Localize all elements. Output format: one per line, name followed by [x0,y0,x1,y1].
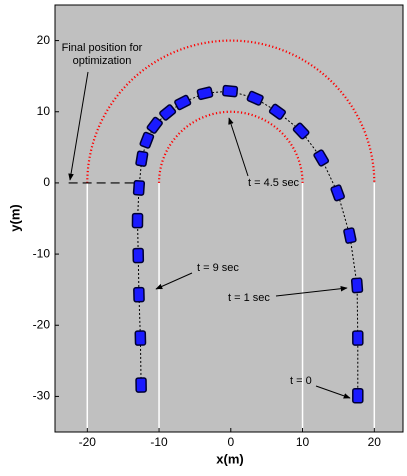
car [174,94,192,111]
y-axis-label: y(m) [7,204,22,231]
x-tick-label: 10 [296,435,310,449]
x-tick-label: -10 [150,435,168,449]
car [134,330,147,346]
annotation-arrow [275,285,348,297]
x-tick-label: -20 [79,435,97,449]
annotation-arrow [68,71,89,181]
car [132,179,146,196]
car [135,150,149,167]
annotation: t = 0 [290,375,312,387]
car [350,277,364,294]
y-tick-label: -10 [33,246,51,260]
x-tick-label: 20 [368,435,382,449]
y-tick-label: -20 [33,317,51,331]
car [222,84,239,98]
annotation: Final position for optimization [61,42,143,67]
car [196,86,214,101]
car [133,286,145,303]
car [159,104,177,121]
car [352,387,364,404]
car [139,131,155,149]
y-tick-label: 20 [37,33,51,47]
annotation: t = 4.5 sec [248,177,300,189]
x-tick-label: 0 [227,435,234,449]
car [146,116,163,134]
y-tick-label: -30 [33,389,51,403]
car [330,184,346,202]
plot-area [55,5,403,432]
car [352,330,364,346]
car [246,90,264,106]
y-tick-label: 10 [37,104,51,118]
annotation: t = 9 sec [197,262,239,274]
annotation-arrow [228,117,249,177]
track-boundary [157,110,304,183]
annotation-arrow [155,272,193,290]
car [135,377,147,393]
y-tick-label: 0 [43,175,50,189]
car [268,103,286,120]
axes-frame [54,4,404,433]
trajectory [137,90,359,396]
x-axis-label: x(m) [216,451,243,466]
car [313,149,330,167]
car [292,122,310,140]
car [131,212,144,229]
car [343,227,357,244]
annotation: t = 1 sec [228,292,270,304]
car [132,247,145,264]
annotation-arrow [315,385,351,399]
